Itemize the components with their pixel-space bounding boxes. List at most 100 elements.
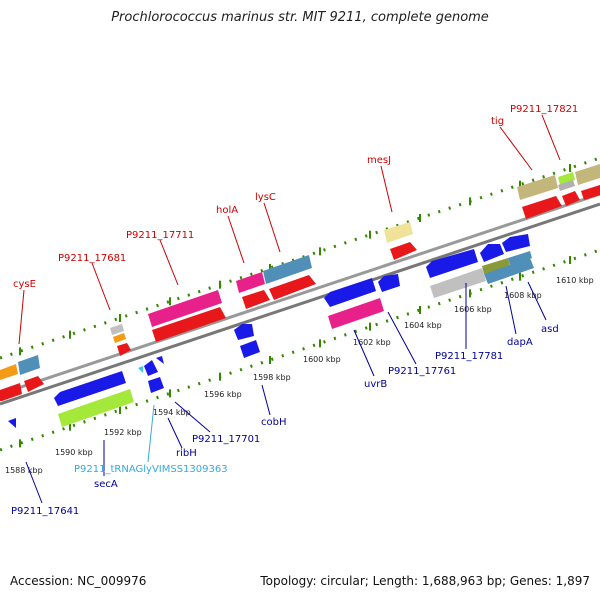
gene-feature	[236, 272, 265, 293]
leader-line	[353, 329, 375, 377]
gene-label-uvrB: uvrB	[364, 379, 387, 390]
tick-label: 1604 kbp	[404, 321, 442, 330]
gene-feature	[263, 255, 312, 284]
gene-label-dapA: dapA	[507, 337, 533, 348]
reverse-labels: P9211_17641 secA P9211_tRNAGlyVIMSS13093…	[11, 324, 559, 517]
reverse-genes	[8, 234, 534, 428]
leader-line	[91, 262, 111, 311]
gene-feature	[562, 191, 580, 206]
gene-label-p9211-17641: P9211_17641	[11, 506, 79, 517]
reverse-leaders	[25, 281, 547, 504]
gene-feature	[384, 222, 413, 243]
gene-feature	[508, 251, 532, 265]
tick-label: 1596 kbp	[204, 390, 242, 399]
leader-line	[527, 281, 547, 321]
backbone-line-upper	[0, 192, 600, 396]
gene-feature	[110, 324, 124, 335]
leader-line	[167, 417, 183, 449]
trna-leader-line	[147, 404, 155, 463]
backbone-line-lower	[0, 202, 600, 406]
gene-feature	[113, 333, 126, 343]
gene-label-secA: secA	[94, 479, 118, 490]
gene-feature	[328, 298, 384, 329]
gene-feature	[156, 356, 164, 364]
gene-label-p9211-17761: P9211_17761	[388, 366, 456, 377]
map-title: Prochlorococcus marinus str. MIT 9211, c…	[111, 10, 489, 25]
gene-feature	[390, 242, 417, 260]
tick-label: 1598 kbp	[253, 373, 291, 382]
gene-feature	[430, 268, 486, 298]
gene-label-cobH: cobH	[261, 417, 286, 428]
tick-label: 1608 kbp	[504, 291, 542, 300]
leader-line	[263, 202, 281, 253]
gene-label-asd: asd	[541, 324, 559, 335]
leader-line	[25, 461, 43, 504]
gene-feature	[575, 164, 600, 185]
gene-feature	[148, 290, 222, 327]
leader-line	[499, 126, 533, 171]
gene-feature	[378, 274, 400, 292]
gene-feature	[234, 324, 254, 340]
leader-line	[159, 239, 179, 286]
tick-label: 1590 kbp	[55, 448, 93, 457]
forward-genes	[0, 164, 600, 401]
gene-feature	[24, 376, 44, 392]
gene-feature	[426, 249, 478, 278]
gene-feature	[484, 258, 534, 284]
gene-feature	[0, 364, 18, 380]
gene-feature	[517, 175, 558, 200]
gene-label-lysC: lysC	[255, 192, 276, 203]
tick-label: 1588 kbp	[5, 466, 43, 475]
gene-feature	[8, 418, 16, 428]
gene-feature	[54, 371, 126, 406]
gene-feature	[324, 278, 376, 307]
gene-label-holA: holA	[216, 205, 238, 216]
forward-labels: cysE P9211_17681 P9211_17711 holA lysC m…	[13, 104, 578, 290]
tick-label: 1610 kbp	[556, 276, 594, 285]
gene-feature	[581, 185, 600, 200]
leader-line	[174, 401, 211, 433]
tick-label: 1606 kbp	[454, 305, 492, 314]
gene-label-p9211-17681: P9211_17681	[58, 253, 126, 264]
accession-text: Accession: NC_009976	[10, 574, 147, 588]
gene-feature	[240, 340, 260, 358]
gene-label-p9211-17781: P9211_17781	[435, 351, 503, 362]
leader-line	[387, 311, 417, 365]
gene-feature	[152, 307, 226, 342]
gene-label-tig: tig	[491, 116, 504, 127]
gene-label-p9211-17711: P9211_17711	[126, 230, 194, 241]
tick-label: 1600 kbp	[303, 355, 341, 364]
gene-feature	[269, 275, 316, 300]
gene-label-p9211-17821: P9211_17821	[510, 104, 578, 115]
forward-leaders	[18, 114, 561, 345]
leader-line	[541, 114, 561, 161]
gene-feature	[148, 377, 164, 393]
gene-feature	[18, 355, 40, 375]
leader-line	[227, 215, 245, 264]
gene-feature	[58, 389, 134, 427]
tick-labels: 1588 kbp 1590 kbp 1592 kbp 1594 kbp 1596…	[5, 276, 594, 475]
gene-feature	[482, 258, 510, 274]
tick-label: 1602 kbp	[353, 338, 391, 347]
gene-feature	[502, 234, 530, 252]
gene-feature	[144, 360, 158, 376]
leader-line	[18, 289, 25, 345]
leader-line	[261, 384, 271, 416]
gene-label-ribH: ribH	[176, 448, 197, 459]
leader-line	[505, 285, 517, 335]
leader-line	[380, 165, 393, 213]
gene-feature	[242, 290, 270, 309]
gene-feature	[138, 366, 143, 373]
gene-feature	[117, 343, 131, 356]
gene-feature	[480, 244, 504, 262]
genome-summary-text: Topology: circular; Length: 1,688,963 bp…	[260, 574, 590, 588]
gene-feature	[558, 172, 575, 185]
gene-label-p9211-17701: P9211_17701	[192, 434, 260, 445]
gene-label-cysE: cysE	[13, 279, 36, 290]
gene-feature	[0, 383, 22, 401]
gene-feature	[558, 180, 575, 191]
tick-label: 1594 kbp	[153, 408, 191, 417]
gene-label-trna-gly: P9211_tRNAGlyVIMSS1309363	[74, 464, 228, 475]
gene-feature	[522, 196, 562, 219]
